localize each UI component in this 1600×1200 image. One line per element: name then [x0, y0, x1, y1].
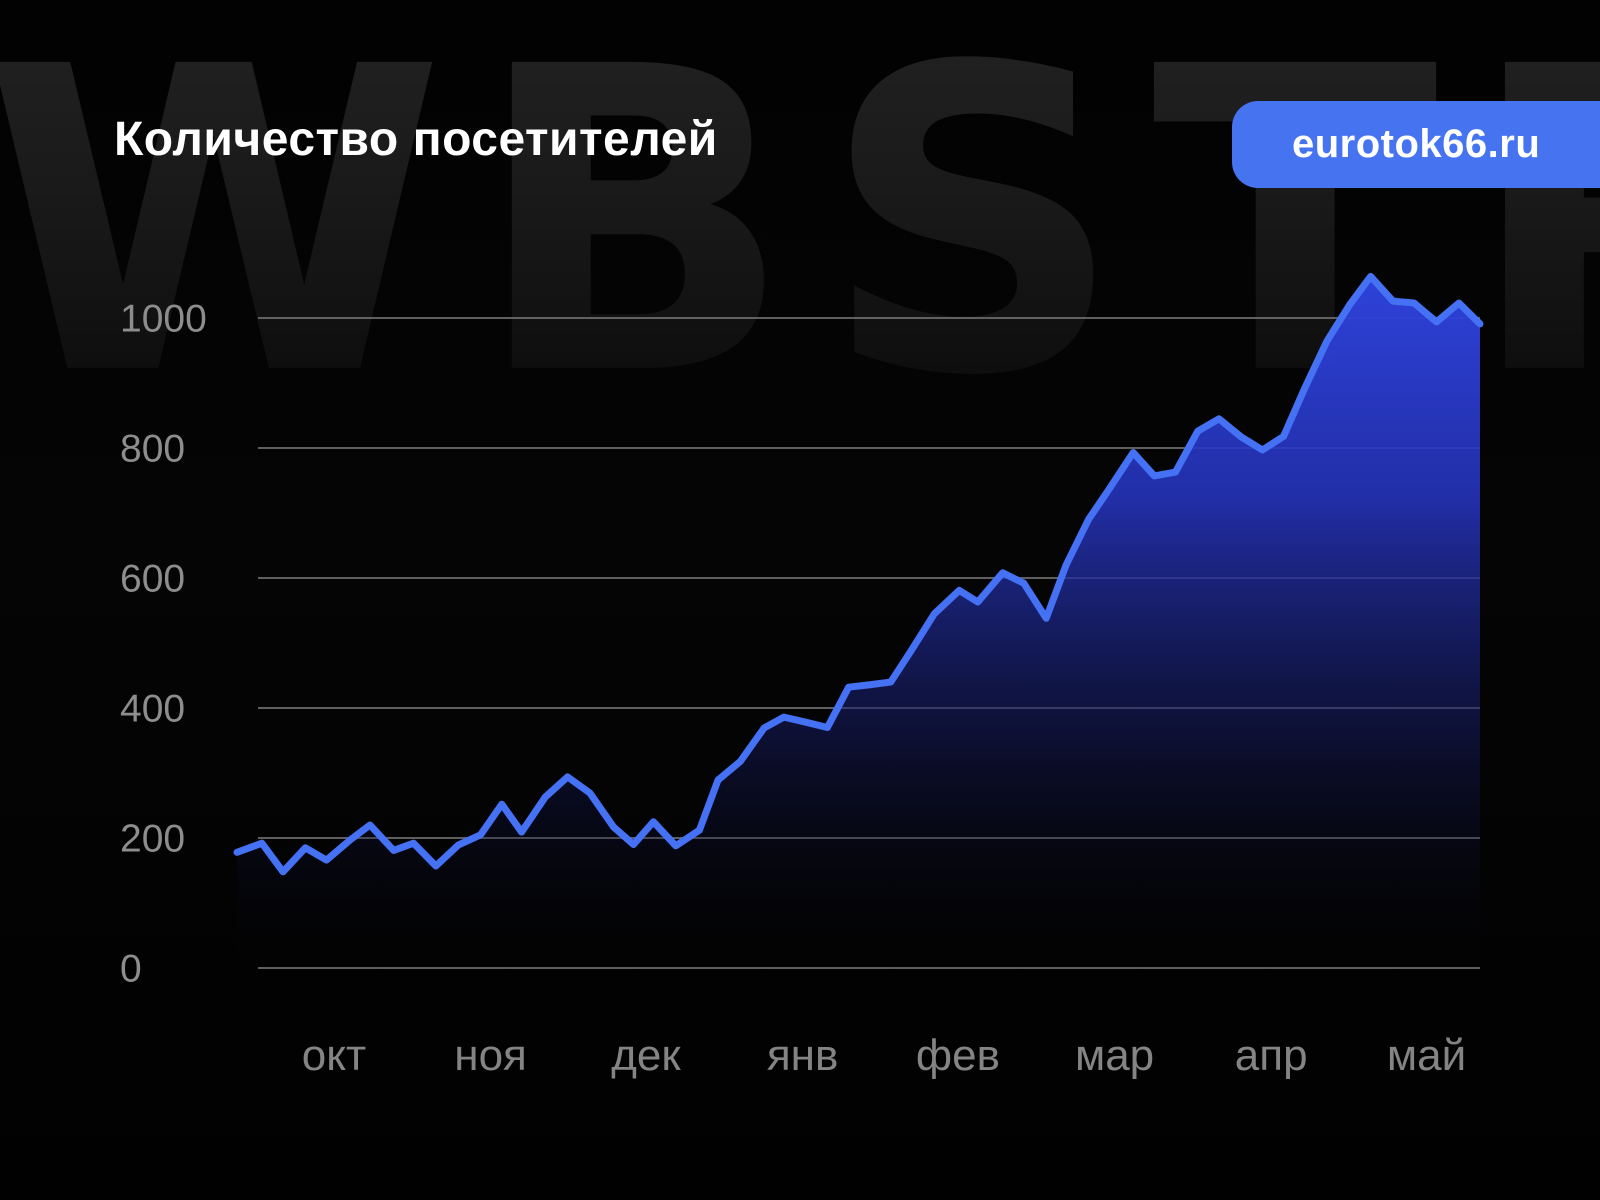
x-axis-label-янв: янв	[767, 1031, 839, 1080]
page-title: Количество посетителей	[114, 113, 718, 166]
x-axis-label-мар: мар	[1075, 1031, 1154, 1080]
site-badge-label: eurotok66.ru	[1292, 122, 1541, 166]
site-badge[interactable]: eurotok66.ru	[1232, 101, 1600, 188]
x-axis-label-фев: фев	[916, 1031, 1000, 1080]
y-axis-label-200: 200	[120, 818, 185, 861]
y-axis-label-600: 600	[120, 558, 185, 601]
y-axis-label-0: 0	[120, 948, 142, 991]
x-axis-label-май: май	[1387, 1031, 1466, 1080]
series-layer	[233, 272, 1484, 974]
axis-labels: 0 200 400 600 800 1000 окт ноя дек янв фев мар апр ма…	[120, 298, 1466, 1080]
x-axis-label-ноя: ноя	[454, 1031, 527, 1080]
x-axis-label-апр: апр	[1235, 1031, 1308, 1080]
visitors-area-fill	[237, 276, 1480, 974]
x-axis-label-окт: окт	[302, 1031, 366, 1080]
y-axis-label-400: 400	[120, 688, 185, 731]
y-axis-label-800: 800	[120, 428, 185, 471]
visitors-line	[233, 272, 1484, 876]
y-axis-label-1000: 1000	[120, 298, 207, 341]
x-axis-label-дек: дек	[611, 1031, 681, 1080]
